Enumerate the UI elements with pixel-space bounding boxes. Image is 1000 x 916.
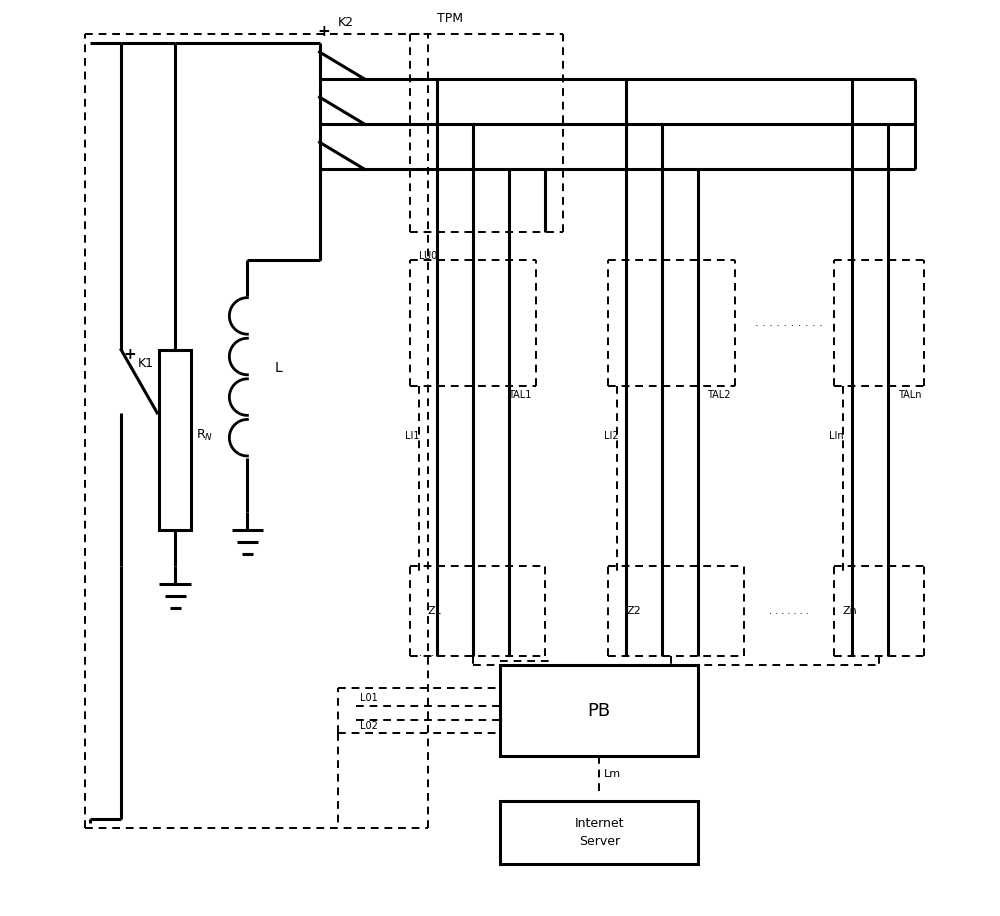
Text: +: + xyxy=(124,347,137,362)
Text: L: L xyxy=(274,361,282,375)
Text: Internet: Internet xyxy=(574,817,624,830)
Text: LU0: LU0 xyxy=(419,250,437,260)
Text: TAL2: TAL2 xyxy=(707,390,730,400)
Text: TALn: TALn xyxy=(898,390,921,400)
Text: . . . . . . . . . .: . . . . . . . . . . xyxy=(755,318,823,328)
Text: Lm: Lm xyxy=(604,769,621,779)
Text: TPM: TPM xyxy=(437,12,463,25)
Text: . . . . . .: . . . . . . xyxy=(419,649,452,659)
Text: LI1: LI1 xyxy=(405,431,420,441)
Bar xyxy=(500,666,698,756)
Text: +: + xyxy=(318,24,330,38)
Text: K2: K2 xyxy=(338,16,354,29)
Text: L02: L02 xyxy=(360,722,378,731)
Text: K1: K1 xyxy=(137,356,153,370)
Text: Z2: Z2 xyxy=(626,606,641,616)
Text: . . . . . . .: . . . . . . . xyxy=(769,606,809,616)
Text: Server: Server xyxy=(579,834,620,848)
Text: L01: L01 xyxy=(360,693,378,703)
Text: Zn: Zn xyxy=(843,606,858,616)
Text: Z1: Z1 xyxy=(428,606,442,616)
Bar xyxy=(159,350,191,530)
Text: R$_N$: R$_N$ xyxy=(196,428,213,443)
Bar xyxy=(500,801,698,864)
Text: LIn: LIn xyxy=(829,431,844,441)
Text: LI2: LI2 xyxy=(604,431,618,441)
Text: TAL1: TAL1 xyxy=(508,390,532,400)
Text: PB: PB xyxy=(588,702,611,720)
